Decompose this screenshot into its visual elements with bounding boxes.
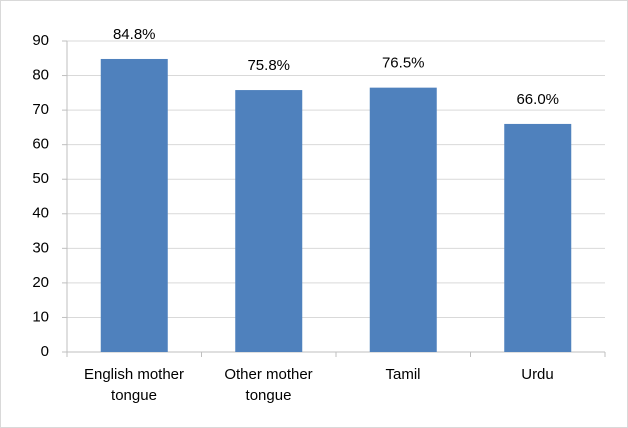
bar xyxy=(504,123,572,352)
y-tick-label: 10 xyxy=(32,308,49,325)
x-tick-label: Urdu xyxy=(521,366,554,383)
data-label: 76.5% xyxy=(382,55,425,72)
bar xyxy=(100,58,168,353)
y-tick-label: 40 xyxy=(32,205,49,222)
data-label: 66.0% xyxy=(516,91,559,108)
y-tick-label: 70 xyxy=(32,101,49,118)
x-tick-label: Other mother tongue xyxy=(224,366,313,404)
bar xyxy=(235,90,303,353)
data-label: 75.8% xyxy=(247,57,290,74)
x-tick-label: Tamil xyxy=(385,366,421,383)
data-label: 84.8% xyxy=(113,26,156,43)
y-tick-label: 80 xyxy=(32,67,49,84)
y-tick-label: 90 xyxy=(32,32,49,49)
y-tick-label: 60 xyxy=(32,136,49,153)
y-tick-label: 0 xyxy=(41,343,49,360)
y-tick-label: 30 xyxy=(32,239,49,256)
y-tick-label: 20 xyxy=(32,274,49,291)
y-tick-label: 50 xyxy=(32,170,49,187)
bar xyxy=(369,87,437,353)
x-tick-label: English mother tongue xyxy=(83,366,185,404)
